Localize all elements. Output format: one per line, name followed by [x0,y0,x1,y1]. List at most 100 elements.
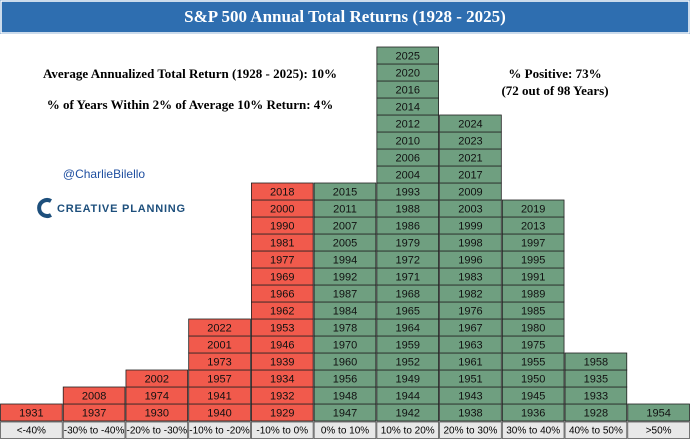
chart-title: S&P 500 Annual Total Returns (1928 - 202… [184,7,506,26]
year-label: 1962 [270,305,294,317]
year-label: 1945 [521,390,545,402]
year-label: 2000 [270,203,294,215]
year-cell [439,114,502,133]
year-label: 2004 [395,169,419,181]
year-label: 2002 [145,373,169,385]
year-label: 2012 [395,118,419,130]
annotation: % of Years Within 2% of Average 10% Retu… [47,97,334,112]
year-label: 1937 [82,407,106,419]
year-label: 1940 [207,407,231,419]
x-tick-label: 0% to 10% [321,426,369,437]
year-label: 1994 [333,254,357,266]
logo: CREATIVE PLANNING [37,198,186,218]
year-label: 1978 [333,322,357,334]
year-cell [376,46,439,65]
year-cell [188,318,251,337]
year-label: 2003 [458,203,482,215]
year-label: 2005 [333,237,357,249]
year-label: 1959 [395,339,419,351]
logo-text: CREATIVE PLANNING [57,203,186,215]
year-label: 2008 [82,390,106,402]
year-label: 1944 [395,390,419,402]
year-label: 2020 [395,67,419,79]
year-label: 1979 [395,237,419,249]
year-label: 2022 [207,322,231,334]
year-label: 1974 [145,390,169,402]
x-tick-label: >50% [646,426,672,437]
year-label: 2018 [270,186,294,198]
year-label: 1954 [646,407,670,419]
year-label: 2006 [395,152,419,164]
year-label: 1989 [521,288,545,300]
year-label: 1958 [584,356,608,368]
year-cell [125,369,189,388]
year-label: 2010 [395,135,419,147]
year-label: 1998 [458,237,482,249]
year-label: 1960 [333,356,357,368]
year-label: 1953 [270,322,294,334]
year-label: 2007 [333,220,357,232]
year-label: 1935 [584,373,608,385]
year-label: 1983 [458,271,482,283]
year-label: 1956 [333,373,357,385]
year-label: 2009 [458,186,482,198]
year-label: 2001 [207,339,231,351]
x-tick-label: 30% to 40% [506,426,560,437]
year-label: 1963 [458,339,482,351]
x-tick-label: -20% to -30% [127,426,188,437]
logo-icon [37,198,52,218]
year-label: 1965 [395,305,419,317]
year-label: 1970 [333,339,357,351]
year-label: 1939 [270,356,294,368]
year-label: 1961 [458,356,482,368]
x-tick-label: <-40% [17,426,46,437]
year-label: 1996 [458,254,482,266]
year-label: 2021 [458,152,482,164]
year-cell [564,352,628,371]
year-label: 1997 [521,237,545,249]
year-label: 1943 [458,390,482,402]
x-tick-label: 10% to 20% [381,426,435,437]
year-cell [501,199,565,218]
annotation: % Positive: 73% [508,66,601,81]
year-label: 1966 [270,288,294,300]
year-label: 1938 [458,407,482,419]
year-label: 1977 [270,254,294,266]
x-tick-label: -10% to -20% [189,426,250,437]
year-label: 1931 [19,407,43,419]
year-label: 2013 [521,220,545,232]
year-label: 1999 [458,220,482,232]
year-label: 1991 [521,271,545,283]
year-label: 1975 [521,339,545,351]
year-label: 1993 [395,186,419,198]
year-label: 2014 [395,101,419,113]
year-cell [0,403,63,422]
year-cell [251,182,314,201]
year-label: 1985 [521,305,545,317]
year-label: 1946 [270,339,294,351]
x-tick-label: -30% to -40% [64,426,125,437]
annotation: Average Annualized Total Return (1928 - … [43,66,337,81]
title-bar [0,0,690,34]
year-label: 1987 [333,288,357,300]
year-label: 1950 [521,373,545,385]
year-label: 1952 [395,356,419,368]
x-tick-label: 20% to 30% [443,426,497,437]
year-label: 1986 [395,220,419,232]
year-label: 1990 [270,220,294,232]
year-label: 1988 [395,203,419,215]
year-label: 1947 [333,407,357,419]
year-label: 1976 [458,305,482,317]
year-label: 2017 [458,169,482,181]
year-label: 2023 [458,135,482,147]
year-label: 1971 [395,271,419,283]
year-label: 1995 [521,254,545,266]
x-tick-label: -10% to 0% [256,426,308,437]
year-label: 2015 [333,186,357,198]
year-label: 1955 [521,356,545,368]
year-label: 1982 [458,288,482,300]
year-label: 1929 [270,407,294,419]
year-cell [313,182,377,201]
x-tick-label: 40% to 50% [569,426,623,437]
